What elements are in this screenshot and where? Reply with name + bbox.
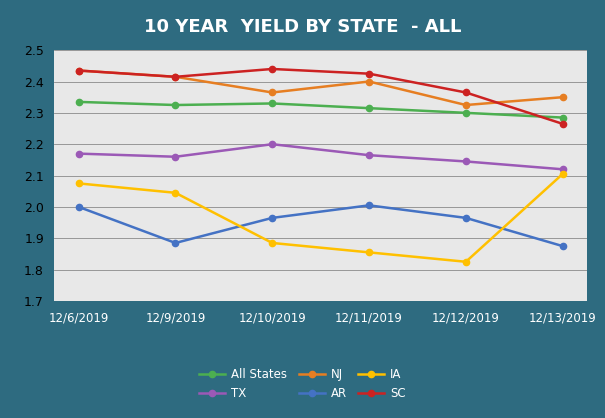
AR bbox=[365, 203, 373, 208]
SC bbox=[172, 74, 179, 79]
TX bbox=[365, 153, 373, 158]
NJ bbox=[559, 95, 566, 100]
AR bbox=[75, 204, 82, 209]
SC bbox=[559, 121, 566, 126]
TX bbox=[559, 167, 566, 172]
NJ bbox=[269, 90, 276, 95]
AR bbox=[172, 240, 179, 245]
IA bbox=[172, 190, 179, 195]
Line: NJ: NJ bbox=[76, 67, 566, 108]
TX bbox=[462, 159, 469, 164]
All States bbox=[172, 102, 179, 107]
SC bbox=[462, 90, 469, 95]
NJ bbox=[172, 74, 179, 79]
Line: TX: TX bbox=[76, 141, 566, 172]
IA bbox=[462, 259, 469, 264]
Line: IA: IA bbox=[76, 171, 566, 265]
IA bbox=[365, 250, 373, 255]
All States bbox=[365, 106, 373, 111]
Line: SC: SC bbox=[76, 66, 566, 127]
All States bbox=[269, 101, 276, 106]
Line: All States: All States bbox=[76, 99, 566, 121]
TX bbox=[269, 142, 276, 147]
Legend: All States, TX, NJ, AR, IA, SC: All States, TX, NJ, AR, IA, SC bbox=[195, 365, 410, 404]
NJ bbox=[462, 102, 469, 107]
AR bbox=[559, 244, 566, 249]
AR bbox=[269, 215, 276, 220]
TX bbox=[172, 154, 179, 159]
IA bbox=[269, 240, 276, 245]
All States bbox=[75, 99, 82, 104]
NJ bbox=[75, 68, 82, 73]
All States bbox=[462, 110, 469, 115]
All States bbox=[559, 115, 566, 120]
IA bbox=[559, 171, 566, 176]
Line: AR: AR bbox=[76, 202, 566, 249]
NJ bbox=[365, 79, 373, 84]
SC bbox=[365, 71, 373, 76]
SC bbox=[269, 66, 276, 71]
SC bbox=[75, 68, 82, 73]
AR bbox=[462, 215, 469, 220]
TX bbox=[75, 151, 82, 156]
Text: 10 YEAR  YIELD BY STATE  - ALL: 10 YEAR YIELD BY STATE - ALL bbox=[144, 18, 461, 36]
IA bbox=[75, 181, 82, 186]
